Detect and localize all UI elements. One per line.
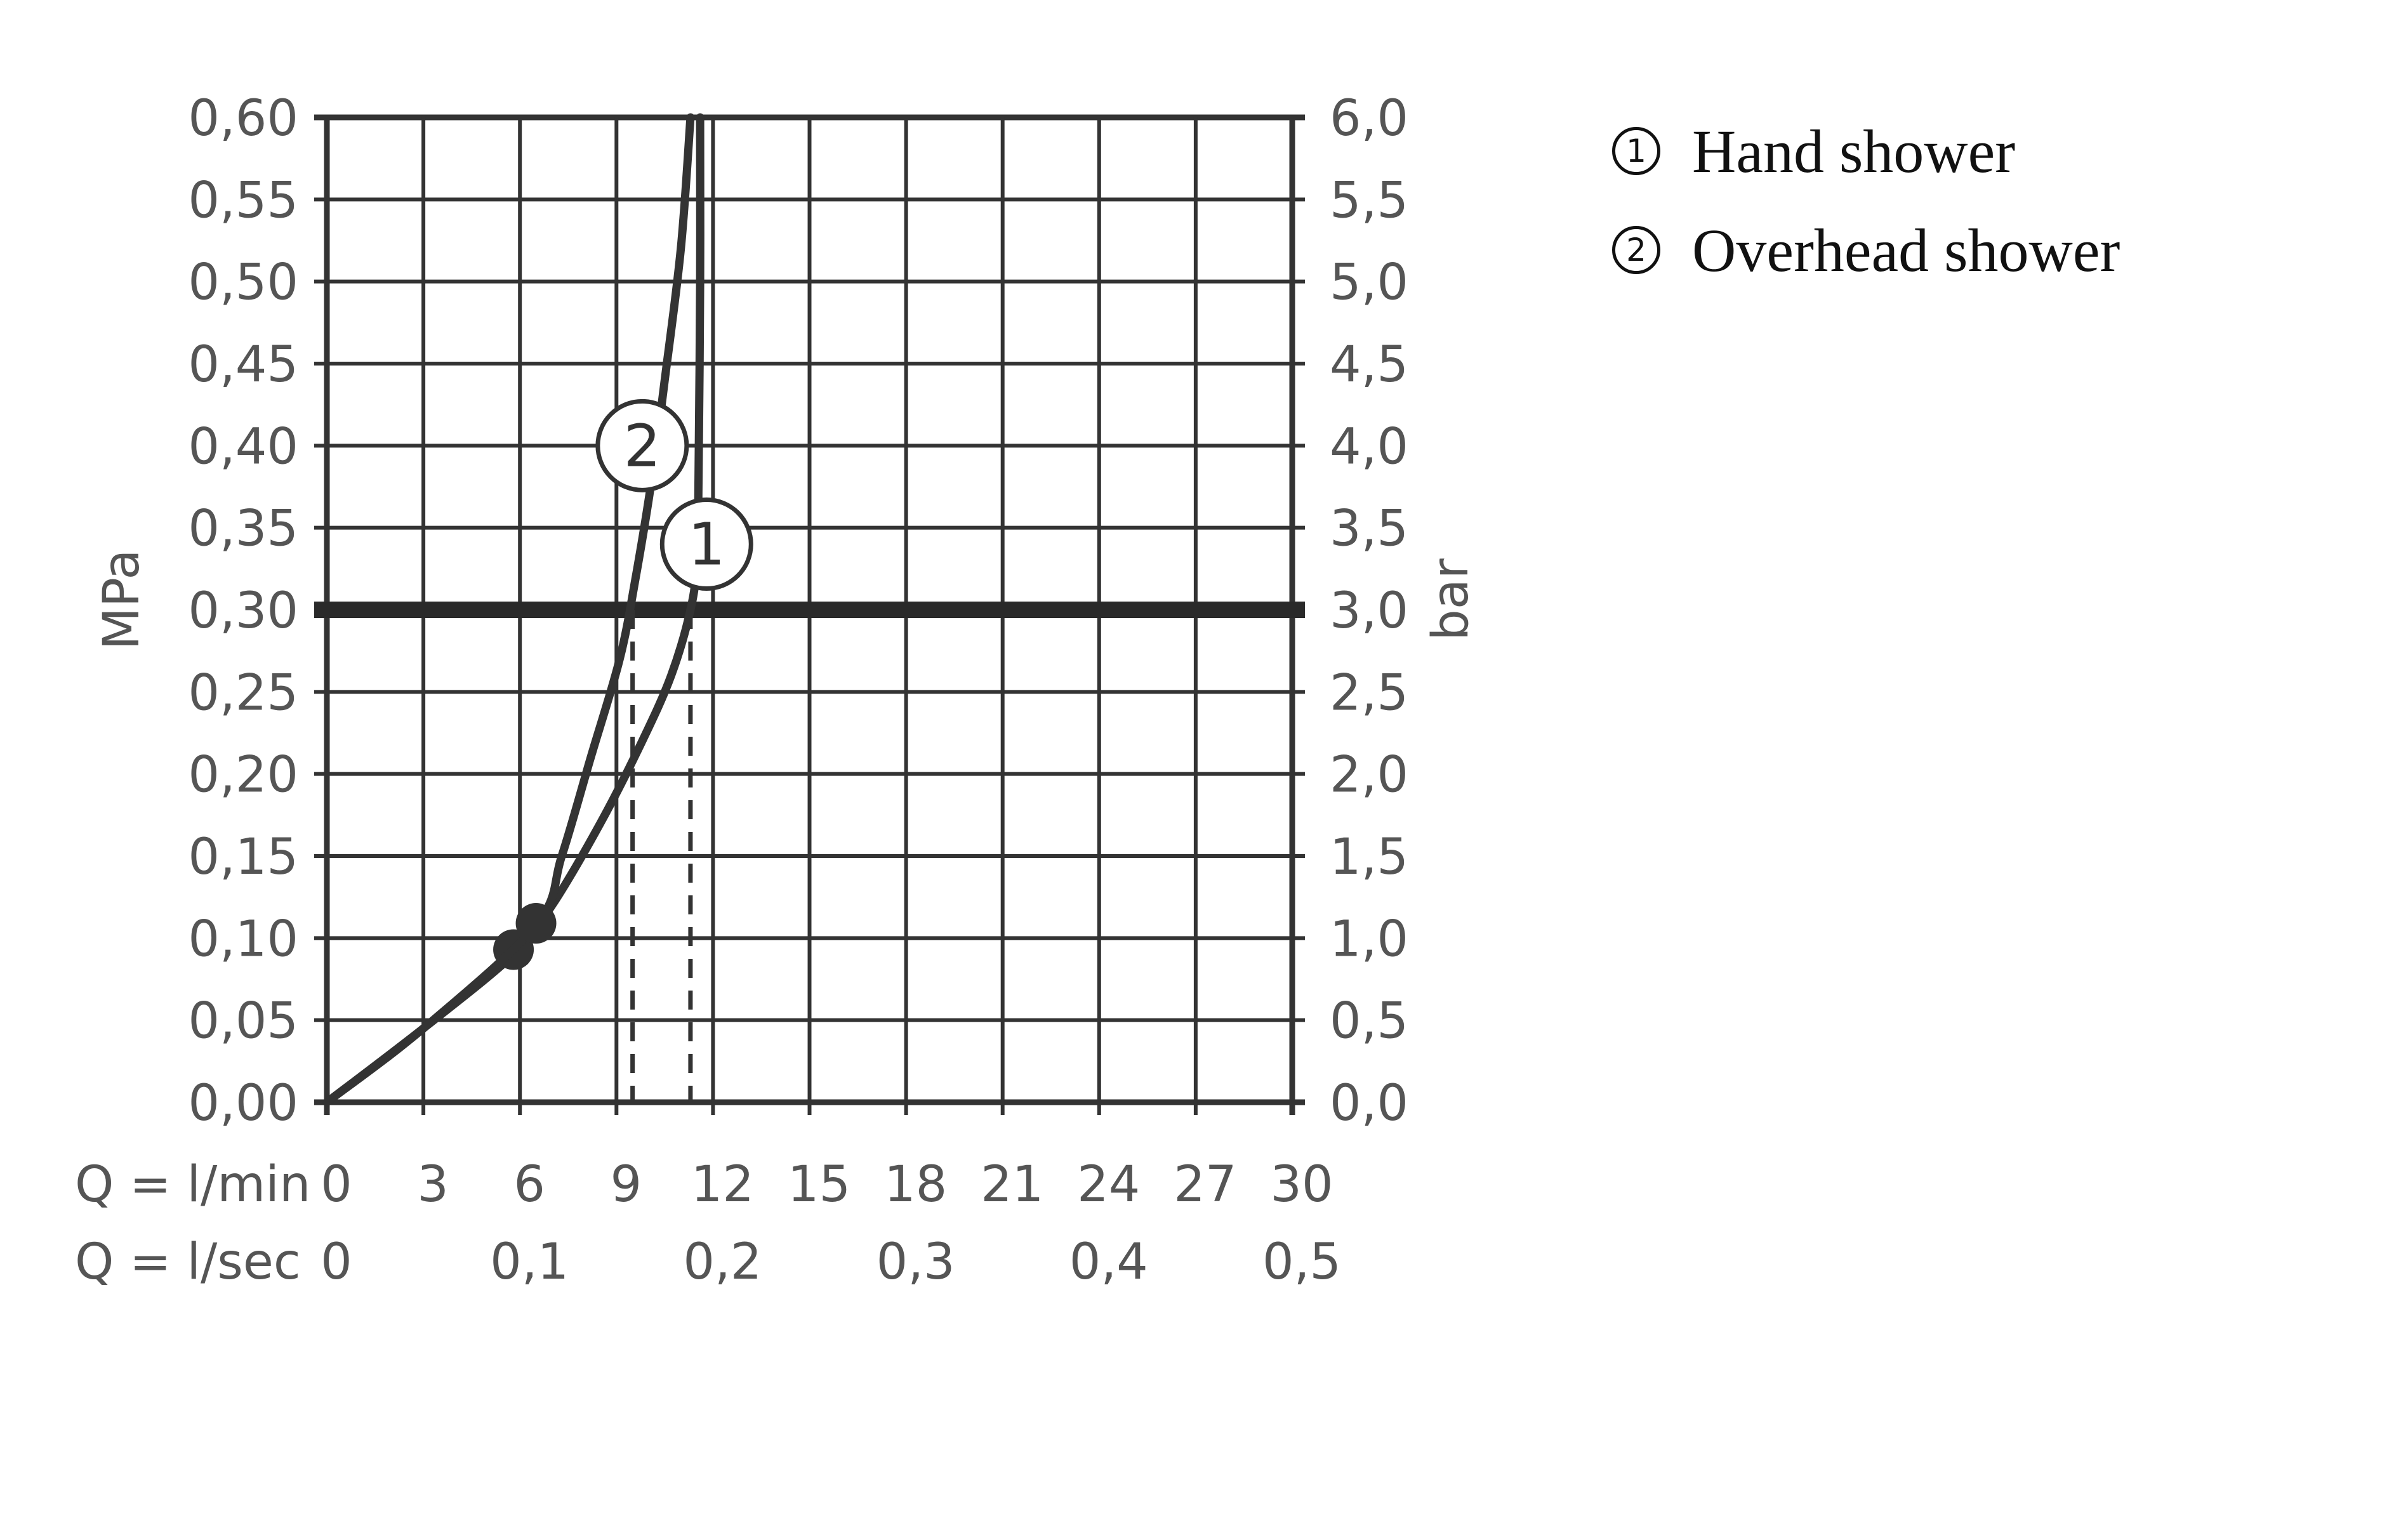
legend-marker-1: 1	[1612, 127, 1660, 175]
x-tick-label-lsec: 0	[321, 1234, 352, 1291]
left-tick-label: 0,15	[188, 829, 298, 886]
flow-drop-lines	[630, 610, 693, 1102]
x-tick-label-lmin: 30	[1270, 1156, 1333, 1213]
left-axis-ticks: 0,00 0,05 0,10 0,15 0,20 0,25 0,30 0,35 0,40 0,45…	[188, 90, 298, 1132]
left-axis-title: MPa	[93, 550, 150, 650]
series-marker-circle-1	[659, 497, 753, 591]
left-tick-label: 0,10	[188, 911, 298, 968]
series-markers: 12	[595, 399, 753, 591]
series-marker-circle-2	[595, 399, 689, 492]
x-tick-label-lsec: 0,1	[490, 1234, 569, 1291]
right-tick-label: 2,0	[1330, 747, 1408, 804]
right-tick-label: 6,0	[1330, 90, 1408, 147]
x-tick-label-lsec: 0,2	[683, 1234, 762, 1291]
series-start-dot-2	[515, 903, 557, 944]
right-tick-label: 5,0	[1330, 254, 1408, 312]
left-tick-label: 0,20	[188, 747, 298, 804]
left-tick-label: 0,00	[188, 1075, 298, 1132]
legend-item-hand-shower: 1 Hand shower	[1612, 102, 2120, 201]
left-tick-label: 0,25	[188, 664, 298, 721]
left-tick-label: 0,05	[188, 993, 298, 1050]
left-tick-label: 0,35	[188, 501, 298, 558]
right-tick-label: 1,0	[1330, 911, 1408, 968]
x-tick-label-lmin: 0	[321, 1156, 352, 1213]
x-tick-label-lmin: 6	[513, 1156, 545, 1213]
x-axis-lsec-prefix: Q = l/sec	[75, 1234, 301, 1291]
right-tick-label: 0,0	[1330, 1075, 1408, 1132]
x-axis-lmin-ticks: 0 3 6 9 12 15 18 21 24 27 30	[321, 1156, 1333, 1213]
right-axis-title: bar	[1422, 558, 1479, 640]
left-tick-label: 0,60	[188, 90, 298, 147]
x-axis-lsec-ticks: 0 0,1 0,2 0,3 0,4 0,5	[321, 1234, 1341, 1291]
legend-label-overhead-shower: Overhead shower	[1692, 216, 2120, 284]
right-tick-label: 3,5	[1330, 501, 1408, 558]
x-tick-label-lmin: 18	[884, 1156, 947, 1213]
right-axis-ticks: 0,0 0,5 1,0 1,5 2,0 2,5 3,0 3,5 4,0 4,5 5,0 5,5 6,0	[1330, 90, 1408, 1132]
left-tick-label: 0,45	[188, 336, 298, 393]
x-tick-label-lmin: 21	[981, 1156, 1043, 1213]
x-tick-label-lmin: 15	[788, 1156, 850, 1213]
series-marker-label-1: 1	[688, 511, 725, 579]
x-tick-label-lmin: 24	[1077, 1156, 1140, 1213]
legend-label-hand-shower: Hand shower	[1692, 117, 2016, 185]
legend-marker-2: 2	[1612, 226, 1660, 274]
series-layer	[322, 113, 705, 1107]
x-tick-label-lmin: 9	[610, 1156, 642, 1213]
right-tick-label: 5,5	[1330, 172, 1408, 229]
right-tick-label: 2,5	[1330, 664, 1408, 721]
right-tick-label: 0,5	[1330, 993, 1408, 1050]
left-tick-label: 0,50	[188, 254, 298, 312]
series-curve-2	[322, 113, 695, 1107]
right-tick-label: 4,5	[1330, 336, 1408, 393]
left-tick-label: 0,40	[188, 418, 298, 475]
left-tick-label: 0,55	[188, 172, 298, 229]
right-tick-label: 1,5	[1330, 829, 1408, 886]
x-tick-label-lmin: 12	[691, 1156, 754, 1213]
x-tick-label-lsec: 0,4	[1069, 1234, 1148, 1291]
right-tick-label: 3,0	[1330, 583, 1408, 640]
legend: 1 Hand shower 2 Overhead shower	[1612, 102, 2120, 300]
series-marker-label-2: 2	[624, 412, 661, 480]
x-tick-label-lsec: 0,5	[1262, 1234, 1341, 1291]
legend-item-overhead-shower: 2 Overhead shower	[1612, 201, 2120, 300]
left-tick-label: 0,30	[188, 583, 298, 640]
x-tick-label-lmin: 27	[1174, 1156, 1236, 1213]
x-axis-lmin-prefix: Q = l/min	[75, 1156, 310, 1213]
x-tick-label-lmin: 3	[417, 1156, 449, 1213]
x-tick-label-lsec: 0,3	[877, 1234, 955, 1291]
right-tick-label: 4,0	[1330, 418, 1408, 475]
